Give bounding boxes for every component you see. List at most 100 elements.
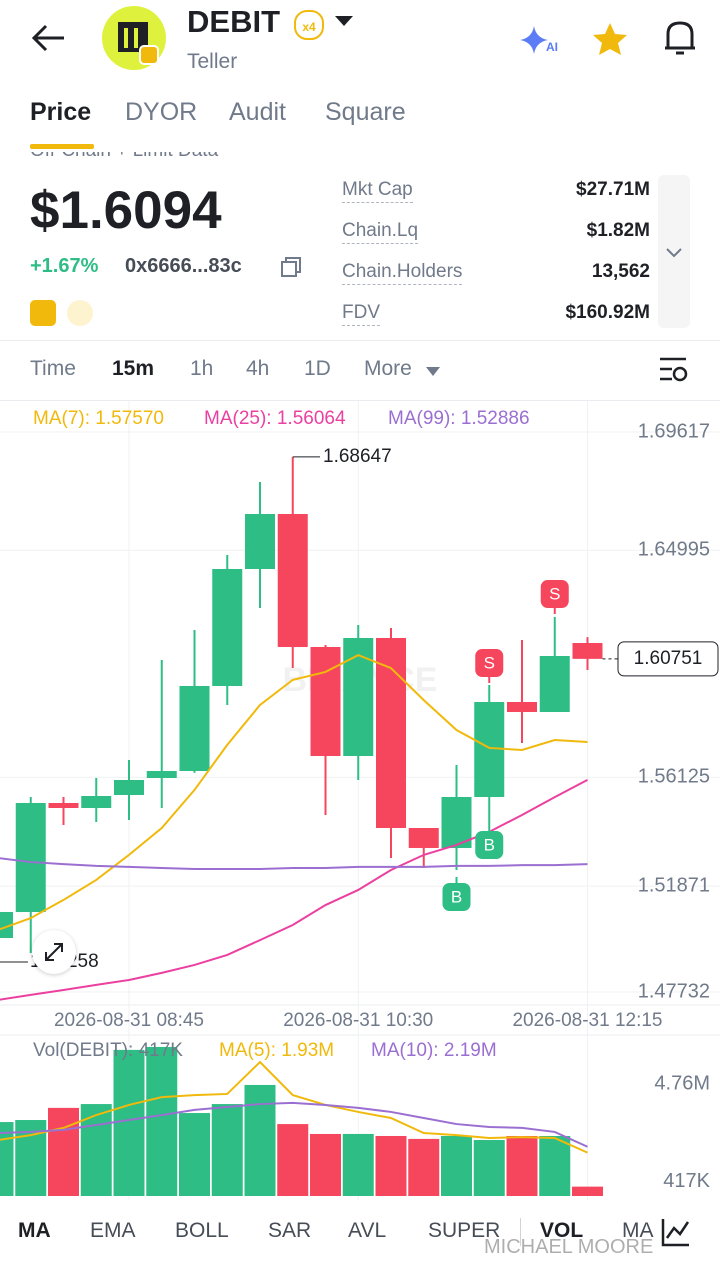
y-tick-label: 1.56125 [638, 766, 710, 788]
interval[interactable]: 1h [190, 357, 214, 380]
stat-value: $27.71M [576, 179, 650, 200]
y-tick-label: 1.47732 [638, 980, 710, 1002]
volume-bar [572, 1186, 603, 1196]
more-dropdown[interactable] [426, 364, 440, 382]
svg-text:AI: AI [546, 40, 558, 54]
y-tick-label: 1.51871 [638, 874, 710, 896]
volume-bar [0, 1122, 14, 1196]
signal-badge [475, 649, 504, 677]
volume-bar [375, 1135, 407, 1196]
separator [520, 1218, 521, 1246]
copy-button[interactable] [280, 256, 302, 283]
divider [0, 400, 720, 401]
copy-icon [281, 257, 301, 277]
back-button[interactable] [30, 22, 66, 59]
signal-label: S [549, 584, 560, 603]
volume-bar [48, 1107, 79, 1196]
tab[interactable]: Audit [229, 98, 286, 126]
bell-icon [665, 21, 695, 55]
candle-body [310, 646, 341, 756]
indicator-tab[interactable]: BOLL [175, 1219, 229, 1242]
chart-settings[interactable] [658, 355, 690, 388]
interval[interactable]: 15m [112, 357, 155, 380]
indicator-tab[interactable]: MA [18, 1219, 51, 1242]
ma-line [0, 1101, 588, 1148]
ai-button[interactable]: AI [520, 22, 560, 63]
candle-body [0, 911, 13, 938]
stat-label: Chain.Holders [342, 260, 463, 285]
tab[interactable]: Price [30, 98, 92, 126]
star-icon [593, 23, 627, 55]
chevron-icon [666, 248, 682, 258]
stat-label: Mkt Cap [342, 178, 413, 203]
platform-icon [67, 300, 93, 326]
fullscreen-button[interactable] [32, 930, 76, 974]
scrolled-note: Off-Chain + Limit Data [0, 152, 720, 162]
stat-value: $1.82M [586, 220, 650, 241]
indicator-icon [661, 1219, 690, 1247]
ma-line [0, 1060, 588, 1154]
interval[interactable]: 1D [304, 357, 331, 380]
volume-bar [179, 1113, 210, 1196]
volume-bar [342, 1133, 374, 1196]
notification-button[interactable] [662, 18, 698, 63]
ai-icon: AI [520, 26, 558, 54]
x-tick-label: 2026-08-31 08:45 [54, 1010, 204, 1031]
token-name: DEBIT [187, 4, 280, 39]
volume-bar [277, 1124, 309, 1196]
ma-line [0, 653, 588, 931]
volume-bar [244, 1084, 276, 1196]
last-price-box [617, 641, 719, 677]
source-note: Off-Chain + Limit Data [30, 152, 218, 162]
expand-icon [45, 943, 63, 961]
signal-badge [540, 580, 569, 608]
candle-body [507, 702, 537, 712]
expand-stats[interactable] [658, 175, 690, 328]
price-change: +1.67% [30, 255, 99, 277]
token-subtitle: Teller [187, 50, 238, 73]
watermark: MICHAEL MOORE [484, 1236, 654, 1258]
indicator-bar [0, 1200, 720, 1272]
indicator-tab[interactable]: MA [622, 1219, 654, 1242]
candle-body [408, 828, 439, 848]
contract-address: 0x6666...83c [125, 255, 242, 277]
candle-body [441, 796, 472, 848]
candle-body [539, 656, 570, 712]
indicator-tab[interactable]: SUPER [428, 1219, 501, 1242]
volume-bar [539, 1135, 571, 1196]
volume-title: Vol(DEBIT): 417K [33, 1040, 183, 1061]
signal-badge [442, 883, 471, 911]
x-tick-label: 2026-08-31 12:15 [512, 1010, 662, 1031]
high-marker: 1.68647 [323, 446, 392, 467]
dropdown-icon [426, 367, 440, 376]
favorite-button[interactable] [592, 22, 628, 61]
indicator-tab[interactable]: AVL [348, 1219, 387, 1242]
legend-entry: MA(99): 1.52886 [388, 408, 530, 429]
indicator-settings[interactable] [660, 1216, 700, 1248]
indicator-tab[interactable]: EMA [90, 1219, 136, 1242]
tab[interactable]: DYOR [125, 98, 198, 126]
logo-icon [118, 22, 159, 65]
y-tick-label: 417K [663, 1170, 710, 1192]
indicator-tab[interactable]: VOL [540, 1219, 584, 1242]
interval[interactable]: 4h [246, 357, 270, 380]
volume-bar [441, 1135, 472, 1196]
interval[interactable]: More [364, 357, 412, 380]
candle-body [277, 514, 308, 647]
volume-bar [310, 1133, 341, 1196]
tab[interactable]: Square [325, 98, 406, 126]
candle-body [146, 770, 177, 779]
y-tick-label: 1.69617 [638, 420, 710, 442]
y-tick-label: 4.76M [654, 1072, 710, 1094]
leverage-badge: x4 [294, 10, 324, 40]
stat-label: FDV [342, 301, 380, 326]
interval[interactable]: Time [30, 357, 76, 380]
dropdown[interactable] [333, 14, 355, 33]
chain-icon [30, 300, 56, 326]
indicator-tab[interactable]: SAR [268, 1219, 312, 1242]
signal-label: B [484, 835, 495, 854]
volume-bar [211, 1104, 243, 1196]
ma-line [0, 857, 588, 870]
